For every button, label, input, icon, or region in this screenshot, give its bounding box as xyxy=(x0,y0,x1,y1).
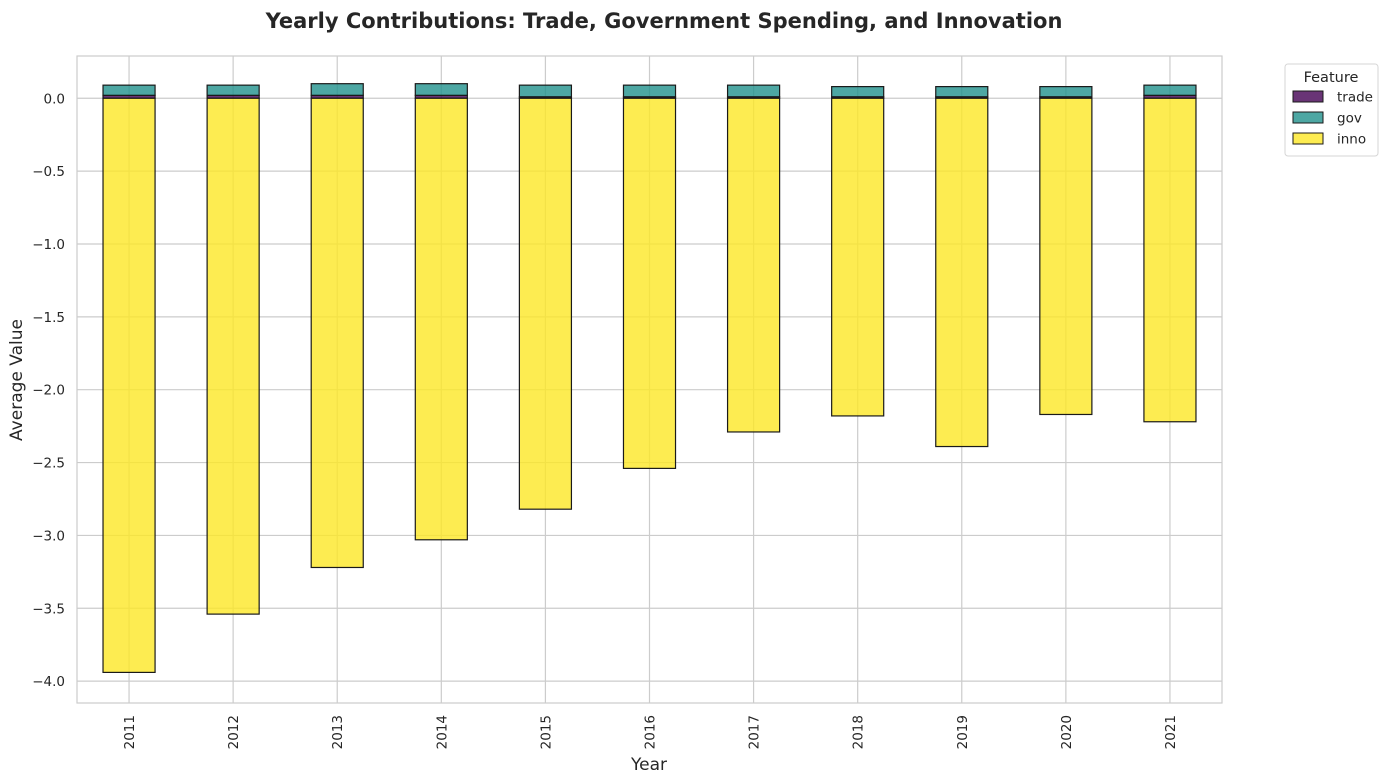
y-tick-label: −3.0 xyxy=(32,528,65,544)
x-tick-label: 2012 xyxy=(226,715,242,749)
y-tick-label: 0.0 xyxy=(44,91,65,107)
legend-items: trade gov inno xyxy=(1292,90,1373,148)
y-tick-labels: 0.0 −0.5 −1.0 −1.5 −2.0 −2.5 −3.0 −3.5 −4.0 xyxy=(32,91,65,690)
x-tick-label: 2019 xyxy=(955,715,971,749)
y-tick-label: −0.5 xyxy=(32,164,65,180)
bar-inno-2012 xyxy=(206,97,260,615)
legend-title: Feature xyxy=(1304,70,1359,86)
bar-gov-2014 xyxy=(414,83,468,96)
bar-gov-2015 xyxy=(518,84,573,98)
bar-inno-2018 xyxy=(831,97,885,417)
bar-gov-2018 xyxy=(831,86,885,98)
x-tick-label: 2017 xyxy=(747,715,763,749)
x-tick-label: 2013 xyxy=(330,715,346,749)
x-tick-label: 2018 xyxy=(851,715,867,749)
plot-frame xyxy=(76,55,1223,704)
bar-inno-2014 xyxy=(414,97,468,541)
bar-inno-2021 xyxy=(1143,97,1197,423)
y-tick-label: −2.5 xyxy=(32,456,65,472)
x-tick-label: 2020 xyxy=(1059,715,1075,749)
x-axis-label: Year xyxy=(630,755,667,775)
legend-label-trade: trade xyxy=(1337,90,1373,106)
bar-inno-2016 xyxy=(622,97,677,469)
bar-inno-2015 xyxy=(518,97,573,510)
bar-inno-2011 xyxy=(102,97,156,673)
legend-swatch-trade xyxy=(1292,90,1324,103)
bar-gov-2012 xyxy=(206,84,260,96)
bar-gov-2020 xyxy=(1039,86,1093,98)
x-tick-label: 2016 xyxy=(643,715,659,749)
bar-inno-2013 xyxy=(310,97,364,569)
y-tick-label: −3.5 xyxy=(32,601,65,617)
bar-gov-2011 xyxy=(102,84,156,96)
x-tick-labels: 2011 2012 2013 2014 2015 2016 2017 2018 2019 2020… xyxy=(122,715,1179,749)
legend: Feature trade gov inno xyxy=(1284,63,1379,157)
bar-inno-2019 xyxy=(935,97,989,448)
bar-gov-2019 xyxy=(935,86,989,98)
y-tick-label: −1.5 xyxy=(32,310,65,326)
bar-gov-2013 xyxy=(310,83,364,96)
x-tick-label: 2011 xyxy=(122,715,138,749)
legend-label-inno: inno xyxy=(1337,132,1366,148)
legend-swatch-gov xyxy=(1292,111,1324,124)
y-axis-label: Average Value xyxy=(7,319,27,441)
x-tick-label: 2015 xyxy=(538,715,554,749)
bar-inno-2020 xyxy=(1039,97,1093,416)
x-tick-label: 2021 xyxy=(1163,715,1179,749)
bar-gov-2017 xyxy=(726,84,781,98)
bar-gov-2021 xyxy=(1143,84,1197,96)
y-tick-label: −4.0 xyxy=(32,674,65,690)
y-tick-label: −1.0 xyxy=(32,237,65,253)
bar-inno-2017 xyxy=(726,97,781,433)
x-tick-label: 2014 xyxy=(434,715,450,749)
legend-label-gov: gov xyxy=(1337,111,1362,127)
chart-title: Yearly Contributions: Trade, Government … xyxy=(265,9,1063,33)
legend-swatch-inno xyxy=(1292,132,1324,145)
y-tick-label: −2.0 xyxy=(32,383,65,399)
bar-gov-2016 xyxy=(622,84,677,98)
bars xyxy=(102,83,1197,673)
